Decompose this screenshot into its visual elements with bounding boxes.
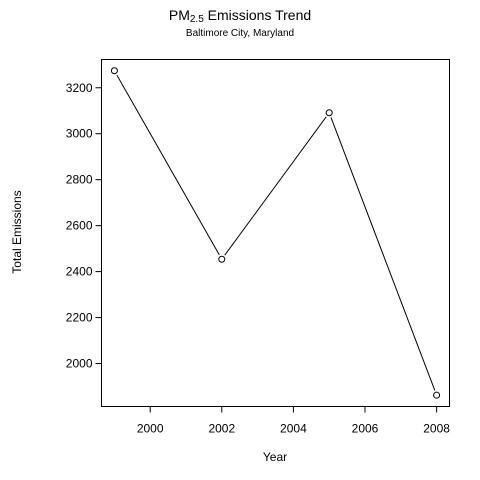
data-point: [111, 68, 117, 74]
y-tick-label: 2200: [66, 311, 93, 325]
series-line-segment: [331, 117, 435, 390]
data-point: [434, 392, 440, 398]
x-axis: 2000 2002 2004 2006 2008: [137, 407, 450, 436]
y-tick-label: 3200: [66, 81, 93, 95]
y-tick-label: 2000: [66, 357, 93, 371]
y-tick-label: 2400: [66, 265, 93, 279]
x-tick-label: 2002: [208, 422, 235, 436]
y-tick-label: 2600: [66, 219, 93, 233]
x-tick-label: 2004: [280, 422, 307, 436]
plot-frame: [102, 60, 450, 407]
x-axis-label: Year: [0, 450, 480, 464]
y-tick-label: 2800: [66, 173, 93, 187]
series-line-segment: [225, 117, 326, 255]
y-axis-label: Total Emissions: [10, 190, 24, 273]
series-emissions: [111, 68, 439, 398]
y-axis: 2000 2200 2400 2600 2800 3000 3200: [66, 81, 102, 371]
data-point: [326, 110, 332, 116]
series-line-segment: [117, 75, 219, 255]
data-point: [219, 256, 225, 262]
y-tick-label: 3000: [66, 127, 93, 141]
x-tick-label: 2008: [423, 422, 450, 436]
x-tick-label: 2000: [137, 422, 164, 436]
x-tick-label: 2006: [352, 422, 379, 436]
